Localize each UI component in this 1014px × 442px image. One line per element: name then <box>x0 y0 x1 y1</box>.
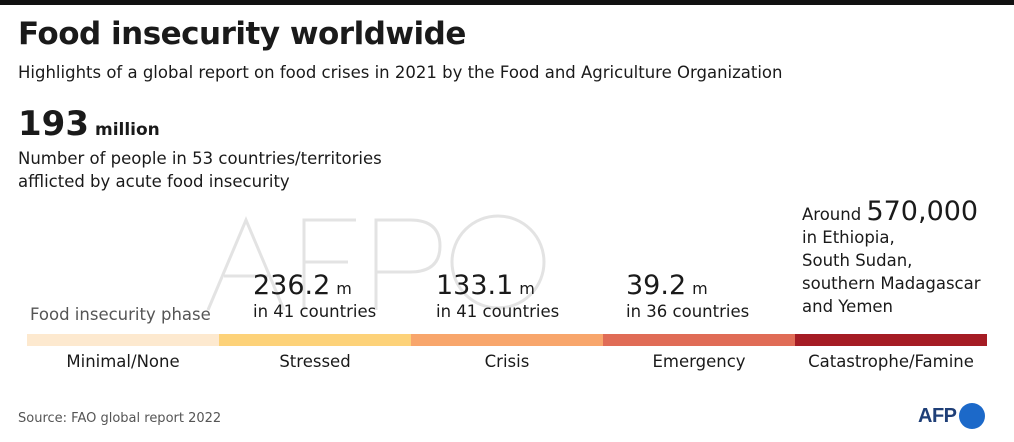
emergency-unit: m <box>692 279 708 298</box>
phase-label-minimal-none: Minimal/None <box>66 352 180 371</box>
phase-label-catastrophe-famine: Catastrophe/Famine <box>808 352 974 371</box>
top-rule <box>0 0 1014 5</box>
catastrophe-line1: Around 570,000 <box>802 198 981 226</box>
phase-bar-emergency <box>603 334 795 346</box>
headline-value: 193 <box>18 104 89 144</box>
crisis-countries: in 41 countries <box>436 302 560 321</box>
emergency-countries: in 36 countries <box>626 302 750 321</box>
phase-bar-catastrophe-famine <box>795 334 987 346</box>
afp-watermark-icon <box>206 214 546 311</box>
catastrophe-line5: and Yemen <box>802 297 894 316</box>
catastrophe-prefix: Around <box>802 205 862 224</box>
phase-bar-minimal-none <box>27 334 219 346</box>
phase-label-emergency: Emergency <box>652 352 746 371</box>
stressed-stat: 236.2 m in 41 countries <box>253 270 376 321</box>
stressed-countries: in 41 countries <box>253 302 377 321</box>
catastrophe-line3: South Sudan, <box>802 251 913 270</box>
page-subtitle: Highlights of a global report on food cr… <box>18 63 783 82</box>
page-title: Food insecurity worldwide <box>18 16 466 52</box>
phase-bar-crisis <box>411 334 603 346</box>
phase-axis-label: Food insecurity phase <box>30 305 211 324</box>
source-note: Source: FAO global report 2022 <box>18 411 222 426</box>
crisis-value: 133.1 <box>436 270 514 301</box>
headline-unit: million <box>94 120 160 140</box>
catastrophe-value: 570,000 <box>866 196 979 227</box>
catastrophe-line2: in Ethiopia, <box>802 228 895 247</box>
headline-figure: 193 million <box>18 104 160 144</box>
headline-description-line2: afflicted by acute food insecurity <box>18 172 290 191</box>
afp-logo-icon <box>958 403 985 429</box>
emergency-stat: 39.2 m in 36 countries <box>626 270 749 321</box>
stressed-unit: m <box>336 279 352 298</box>
phase-bar-stressed <box>219 334 411 346</box>
crisis-stat: 133.1 m in 41 countries <box>436 270 559 321</box>
phase-label-stressed: Stressed <box>279 352 351 371</box>
headline-description-line1: Number of people in 53 countries/territo… <box>18 149 382 168</box>
catastrophe-stat: Around 570,000 in Ethiopia, South Sudan,… <box>802 198 981 318</box>
logo-text: AFP <box>918 404 957 427</box>
crisis-unit: m <box>519 279 535 298</box>
catastrophe-line4: southern Madagascar <box>802 274 981 293</box>
afp-logo: AFP <box>918 403 985 429</box>
emergency-value: 39.2 <box>626 270 687 301</box>
stressed-value: 236.2 <box>253 270 331 301</box>
phase-color-bar <box>27 334 987 346</box>
phase-label-crisis: Crisis <box>484 352 530 371</box>
headline-description: Number of people in 53 countries/territo… <box>18 147 438 193</box>
